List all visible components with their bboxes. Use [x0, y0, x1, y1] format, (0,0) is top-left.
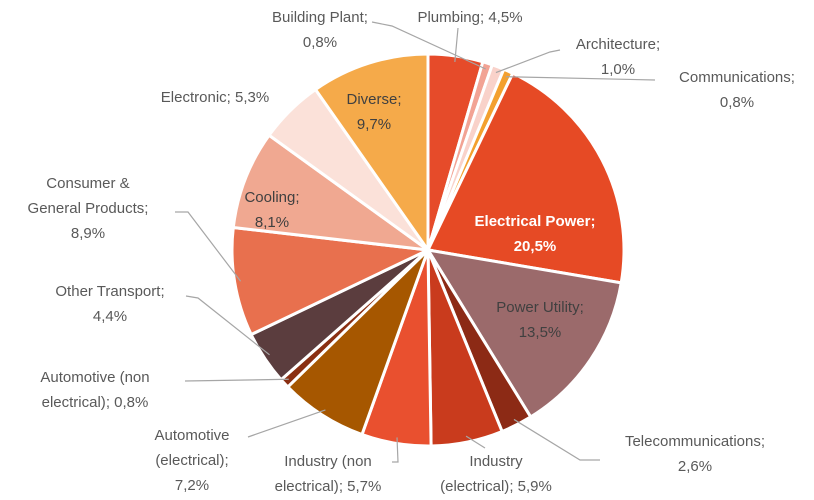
label-separator: ; — [295, 189, 299, 206]
value-label: 8,9% — [71, 225, 105, 242]
value-label: 13,5% — [519, 324, 562, 341]
slice-label: Diverse; 9,7% — [346, 91, 401, 133]
leader-line — [185, 295, 270, 356]
value-label: 0,8% — [114, 394, 148, 411]
value-label: 0,8% — [303, 34, 337, 51]
label-separator: ; — [160, 283, 164, 300]
value-label: 5,9% — [518, 478, 552, 495]
label-separator: ; — [106, 394, 110, 411]
value-label: 7,2% — [175, 477, 209, 494]
label-separator: ; — [590, 213, 595, 230]
value-label: 20,5% — [514, 238, 557, 255]
category-name: Electrical Power — [475, 213, 591, 230]
value-label: 5,3% — [235, 89, 269, 106]
category-name: Telecommunications — [625, 433, 761, 450]
category-name: Plumbing — [417, 9, 480, 26]
category-name: Other Transport — [55, 283, 161, 300]
category-name: Electronic — [161, 89, 227, 106]
value-label: 4,4% — [93, 308, 127, 325]
category-name: Industry (electrical) — [440, 453, 523, 495]
leader-line — [392, 437, 399, 463]
slice-label: Communications; 0,8% — [679, 69, 795, 111]
pie-slice — [230, 225, 434, 337]
category-name: Communications — [679, 69, 791, 86]
slice-label: Plumbing; 4,5% — [417, 9, 522, 26]
label-separator: ; — [227, 89, 231, 106]
value-label: 4,5% — [488, 9, 522, 26]
value-label: 0,8% — [720, 94, 754, 111]
slice-label: Consumer & General Products; 8,9% — [28, 175, 149, 242]
pie-slice — [231, 133, 434, 253]
leader-line — [505, 76, 656, 81]
slice-label: Architecture; 1,0% — [576, 36, 660, 78]
label-separator: ; — [480, 9, 484, 26]
label-separator: ; — [339, 478, 343, 495]
slice-label: Other Transport; 4,4% — [55, 283, 164, 325]
category-name: Architecture — [576, 36, 656, 53]
category-name: Power Utility — [496, 299, 580, 316]
slice-label: Electrical Power; 20,5% — [475, 213, 596, 255]
leader-line — [454, 27, 459, 62]
category-name: Building Plant — [272, 9, 365, 26]
leader-line — [175, 211, 242, 282]
category-name: Automotive (electrical) — [154, 427, 229, 469]
slice-label: Electronic; 5,3% — [161, 89, 269, 106]
label-separator: ; — [580, 299, 584, 316]
slice-label: Industry (electrical); 5,9% — [440, 453, 552, 495]
pie-slice — [424, 247, 623, 420]
leader-line — [247, 409, 326, 438]
slice-label: Automotive (non electrical); 0,8% — [40, 369, 149, 411]
value-label: 5,7% — [347, 478, 381, 495]
slice-label: Industry (non electrical); 5,7% — [275, 453, 382, 495]
category-name: Cooling — [244, 189, 295, 206]
label-separator: ; — [397, 91, 401, 108]
label-separator: ; — [791, 69, 795, 86]
slice-label: Cooling; 8,1% — [244, 189, 299, 231]
category-name: Diverse — [346, 91, 397, 108]
leader-line — [495, 49, 561, 74]
leader-line — [184, 378, 289, 382]
value-label: 1,0% — [601, 61, 635, 78]
label-separator: ; — [144, 200, 148, 217]
label-separator: ; — [656, 36, 660, 53]
label-separator: ; — [364, 9, 368, 26]
slice-label: Automotive (electrical); 7,2% — [154, 427, 229, 494]
category-name: Consumer & General Products — [28, 175, 145, 217]
category-name: Automotive (non electrical) — [40, 369, 149, 411]
leader-line — [513, 418, 600, 461]
label-separator: ; — [225, 452, 229, 469]
leader-line — [465, 435, 486, 449]
pie-slice — [425, 71, 626, 285]
slice-label: Building Plant; 0,8% — [272, 9, 368, 51]
label-separator: ; — [761, 433, 765, 450]
slice-label: Power Utility; 13,5% — [496, 299, 584, 341]
pie-slice — [313, 52, 430, 255]
value-label: 8,1% — [255, 214, 289, 231]
value-label: 9,7% — [357, 116, 391, 133]
leader-line — [371, 21, 486, 70]
category-name: Industry (non electrical) — [275, 453, 372, 495]
value-label: 2,6% — [678, 458, 712, 475]
label-separator: ; — [509, 478, 513, 495]
slice-label: Telecommunications; 2,6% — [625, 433, 765, 475]
